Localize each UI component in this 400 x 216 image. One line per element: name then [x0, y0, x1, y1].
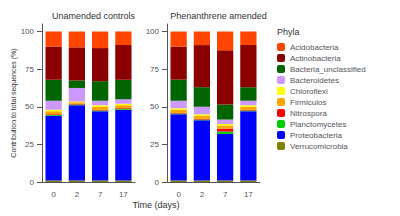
svg-text:100: 100 [146, 27, 160, 36]
svg-text:2: 2 [200, 190, 205, 199]
svg-text:17: 17 [119, 190, 128, 199]
svg-text:Proteobacteria: Proteobacteria [290, 131, 343, 140]
svg-text:Chloroflexi: Chloroflexi [290, 87, 328, 96]
svg-text:Bacteroidetes: Bacteroidetes [290, 76, 339, 85]
svg-text:Acidobacteria: Acidobacteria [290, 43, 339, 52]
svg-text:Nitrospora: Nitrospora [290, 109, 327, 118]
svg-text:50: 50 [25, 102, 34, 111]
svg-text:75: 75 [150, 65, 159, 74]
svg-text:100: 100 [21, 27, 35, 36]
svg-text:Bacteria_unclassified: Bacteria_unclassified [290, 65, 366, 74]
svg-text:17: 17 [244, 190, 253, 199]
svg-text:7: 7 [98, 190, 103, 199]
svg-text:Phenanthrene amended: Phenanthrene amended [170, 11, 267, 21]
svg-text:0: 0 [30, 178, 35, 187]
svg-text:0: 0 [51, 190, 56, 199]
svg-text:0: 0 [176, 190, 181, 199]
svg-text:Unamended controls: Unamended controls [52, 11, 136, 21]
svg-text:Phyla: Phyla [277, 27, 300, 37]
svg-text:Verrucomicrobia: Verrucomicrobia [290, 142, 348, 151]
svg-text:2: 2 [75, 190, 80, 199]
svg-text:25: 25 [150, 140, 159, 149]
svg-text:Planctomycetes: Planctomycetes [290, 120, 346, 129]
svg-text:Contribution to total sequence: Contribution to total sequences (%) [10, 48, 18, 157]
svg-text:7: 7 [223, 190, 228, 199]
svg-text:Firmiculos: Firmiculos [290, 98, 326, 107]
svg-text:0: 0 [155, 178, 160, 187]
svg-text:50: 50 [150, 102, 159, 111]
svg-text:75: 75 [25, 65, 34, 74]
svg-text:Actinobacteria: Actinobacteria [290, 54, 341, 63]
svg-text:25: 25 [25, 140, 34, 149]
svg-text:Time (days): Time (days) [132, 200, 179, 210]
